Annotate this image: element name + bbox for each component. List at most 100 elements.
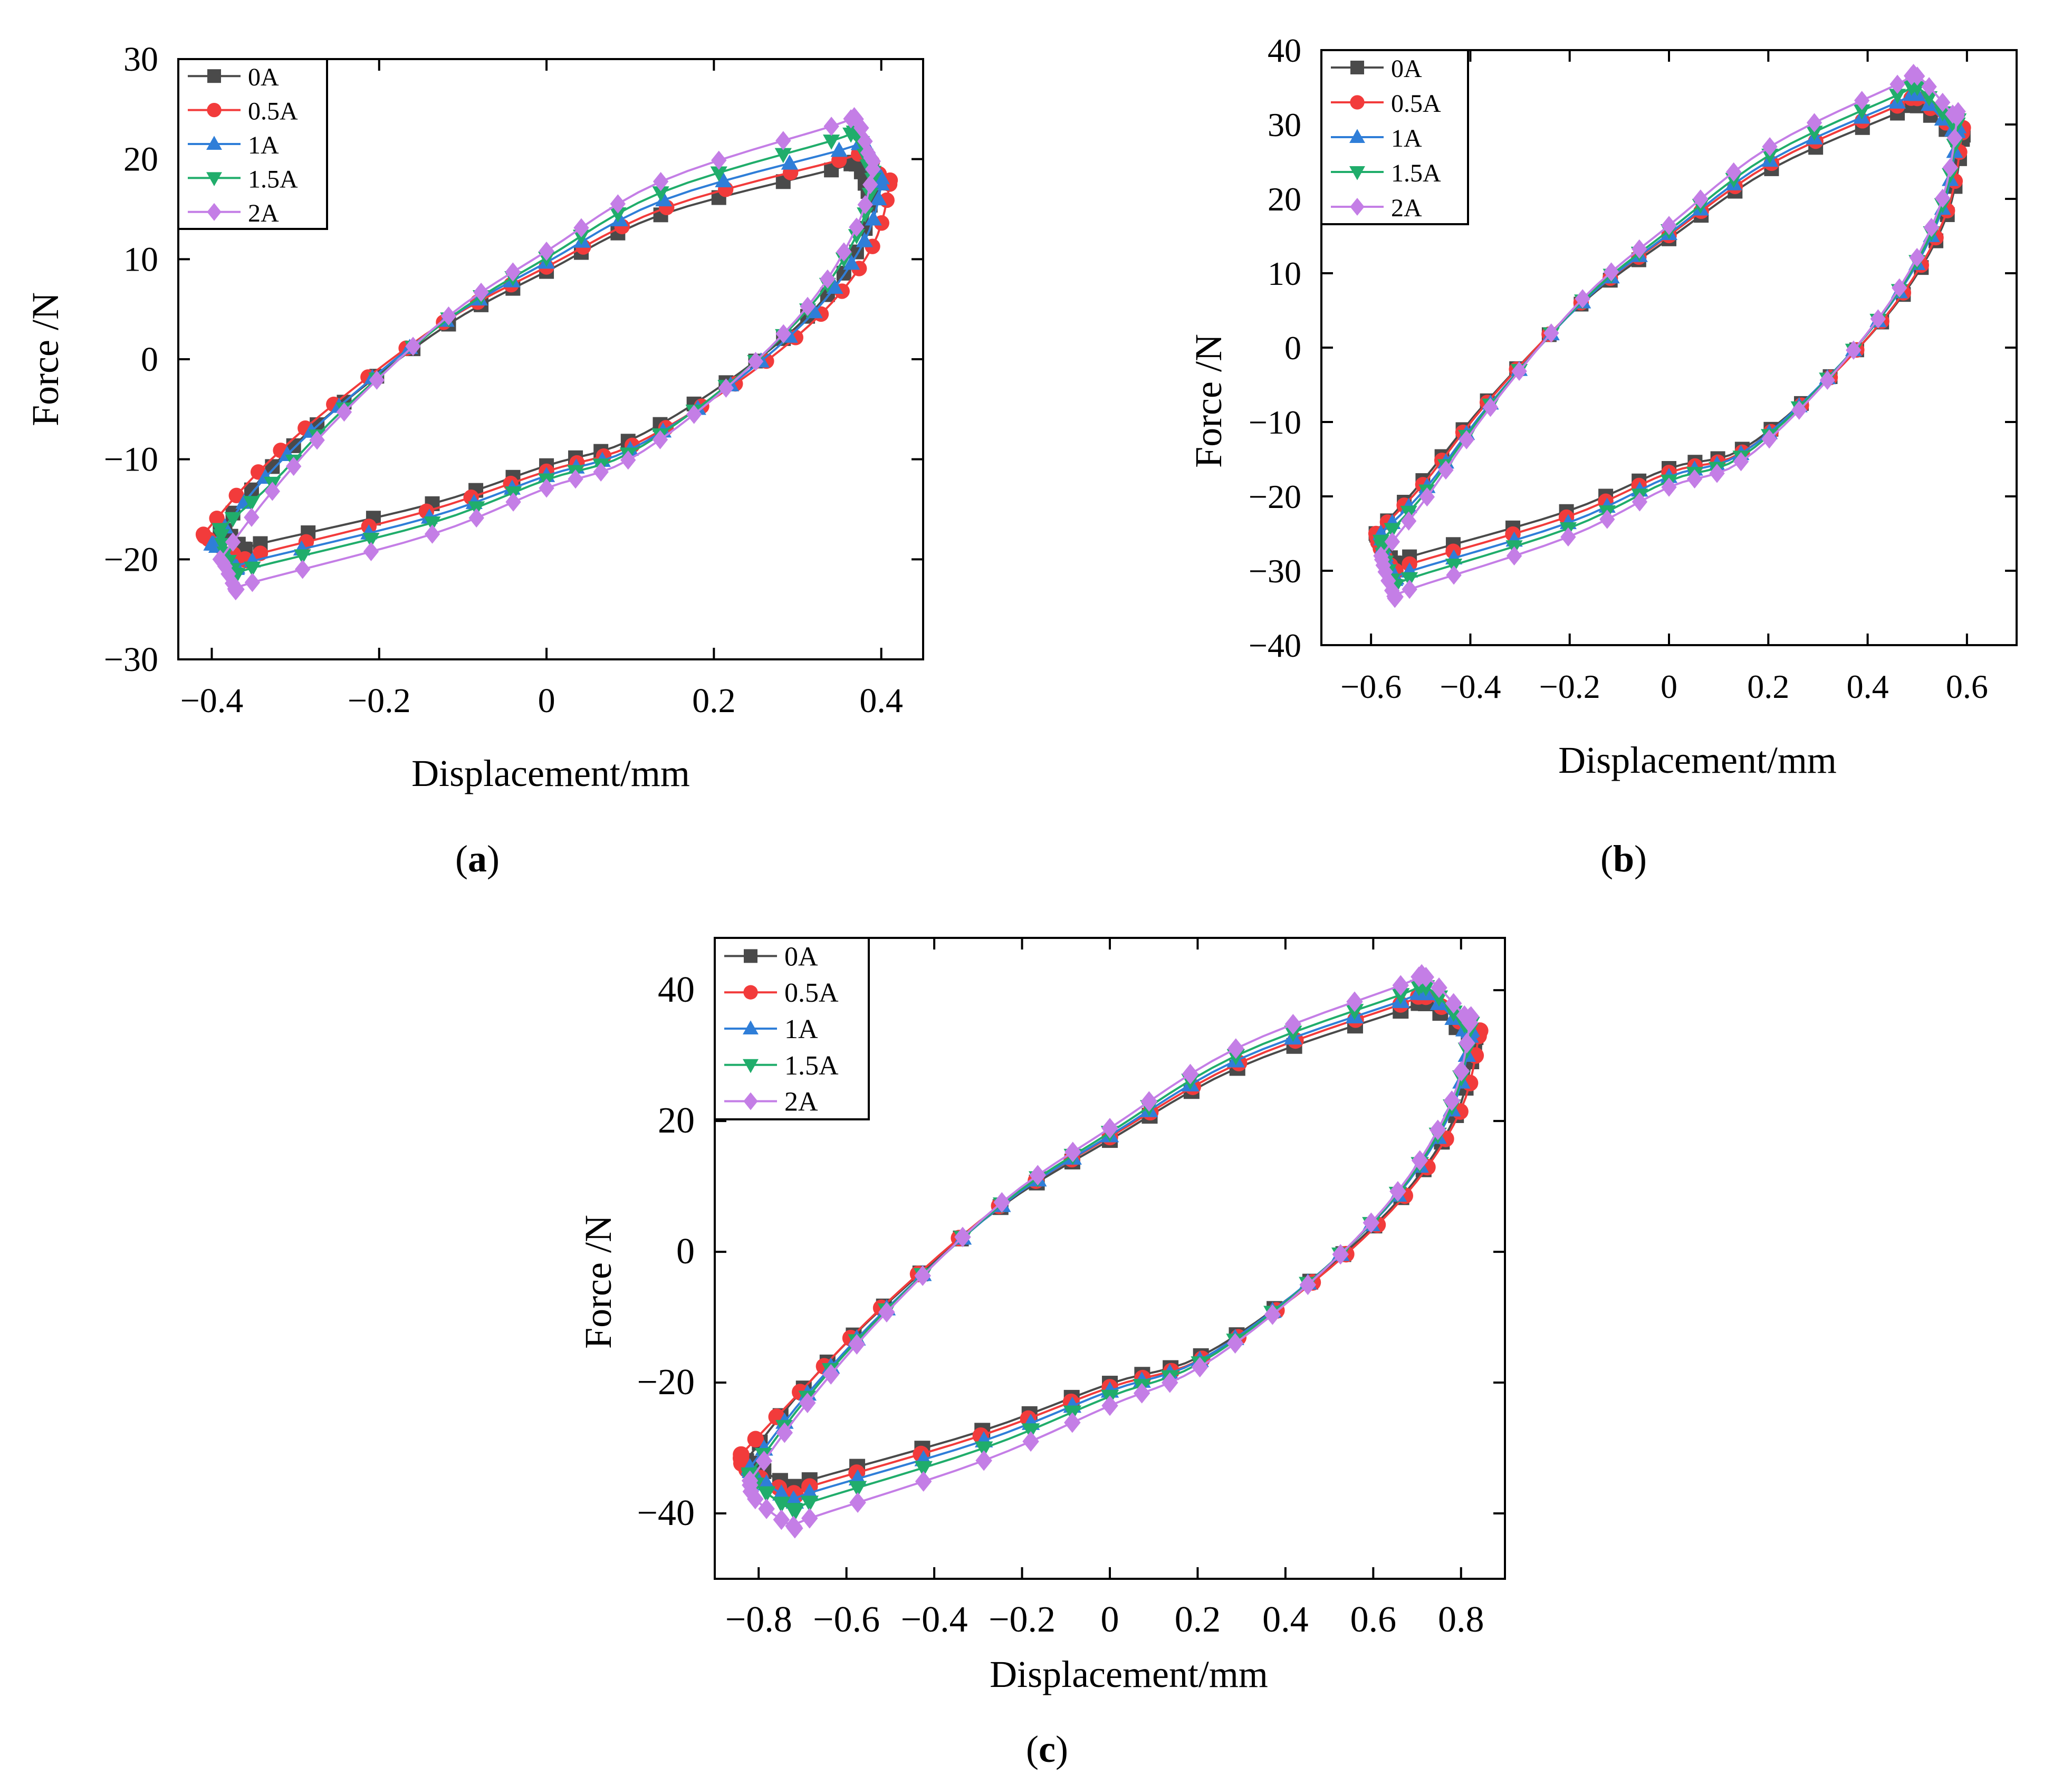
chart-b: −0.6 −0.4 −0.2 0 0.2 0.4 0.6 −40 −30 −20 −10 0 10 20 3… bbox=[1187, 32, 2018, 880]
series-line-1.5A-c bbox=[749, 983, 1472, 1513]
series-line-2A-b bbox=[1380, 72, 1960, 600]
data-point-1.5A-a bbox=[609, 207, 627, 223]
data-point-1.5A-c bbox=[757, 1486, 776, 1503]
data-point-2A-b bbox=[1935, 92, 1951, 112]
legend-a: 0A 0.5A 1A 1.5A 2A bbox=[177, 58, 328, 230]
x-tick-label-a: 0.4 bbox=[859, 682, 903, 720]
data-point-1.5A-a bbox=[823, 135, 840, 150]
data-point-1.5A-c bbox=[784, 1503, 803, 1520]
data-point-1.5A-c bbox=[1392, 988, 1410, 1005]
x-tick-label-b: −0.4 bbox=[1440, 668, 1501, 705]
data-point-2A-c bbox=[742, 1474, 759, 1495]
data-point-2A-b bbox=[1419, 487, 1435, 507]
data-point-2A-a bbox=[505, 262, 521, 282]
data-point-2A-a bbox=[775, 131, 791, 150]
x-axis-label-b: Displacement/mm bbox=[1558, 739, 1837, 781]
data-point-2A-a bbox=[620, 450, 636, 470]
data-point-2A-a bbox=[294, 560, 311, 579]
data-point-0.5A-a bbox=[196, 527, 212, 543]
data-point-0.5A-c bbox=[747, 1431, 764, 1448]
data-point-2A-c bbox=[773, 1509, 790, 1530]
data-point-2A-a bbox=[424, 524, 440, 544]
data-point-2A-c bbox=[1182, 1063, 1199, 1085]
data-point-1.5A-c bbox=[1430, 990, 1449, 1007]
data-point-1.5A-c bbox=[974, 1441, 993, 1458]
data-point-2A-c bbox=[822, 1364, 839, 1385]
y-tick-label-b: 10 bbox=[1268, 255, 1301, 292]
data-point-1A-c bbox=[800, 1483, 819, 1500]
x-tick-label-c: 0.4 bbox=[1262, 1599, 1309, 1640]
data-point-2A-b bbox=[1709, 464, 1725, 483]
data-point-1.5A-a bbox=[244, 561, 261, 577]
data-point-1.5A-a bbox=[652, 186, 669, 202]
data-point-2A-b bbox=[1446, 565, 1462, 585]
series-line-1.5A-b bbox=[1380, 83, 1960, 589]
data-point-2A-a bbox=[539, 241, 554, 261]
data-point-1.5A-a bbox=[213, 529, 230, 544]
data-point-2A-b bbox=[1384, 532, 1400, 552]
legend-c: 0A 0.5A 1A 1.5A 2A bbox=[714, 937, 870, 1120]
x-tick-label-c: −0.6 bbox=[813, 1599, 880, 1640]
panel-letter-c: c bbox=[1039, 1728, 1056, 1770]
data-point-2A-c bbox=[758, 1498, 775, 1519]
grid-ticks-c: −0.8 −0.6 −0.4 −0.2 0 0.2 0.4 0.6 0.8 −40 −20 0 20 40 bbox=[637, 938, 1505, 1640]
data-point-2A-c bbox=[1453, 1061, 1470, 1082]
data-point-2A-c bbox=[848, 1334, 866, 1355]
data-point-2A-c bbox=[1064, 1412, 1081, 1433]
data-point-2A-b bbox=[1923, 217, 1940, 237]
x-tick-label-c: 0.2 bbox=[1175, 1599, 1221, 1640]
data-point-2A-c bbox=[878, 1302, 895, 1323]
data-point-2A-c bbox=[1264, 1304, 1281, 1325]
data-point-2A-b bbox=[1762, 137, 1778, 157]
data-point-2A-b bbox=[1482, 398, 1499, 417]
data-point-2A-b bbox=[1599, 510, 1615, 529]
legend-label-2A-c: 2A bbox=[784, 1087, 818, 1117]
data-point-2A-b bbox=[1889, 74, 1905, 94]
legend-label-1A-a: 1A bbox=[248, 131, 279, 159]
legend-box-a bbox=[177, 58, 328, 230]
data-point-2A-c bbox=[1226, 1333, 1244, 1354]
data-point-1.5A-b bbox=[1908, 81, 1926, 97]
legend-marker-0.5A-a bbox=[207, 102, 222, 118]
data-point-1A-a bbox=[805, 303, 823, 319]
data-point-2A-c bbox=[849, 1492, 866, 1513]
data-point-1.5A-c bbox=[848, 1481, 867, 1498]
data-point-2A-c bbox=[1459, 1033, 1475, 1054]
y-tick-label-b: 40 bbox=[1268, 32, 1301, 69]
data-point-2A-a bbox=[718, 378, 734, 398]
data-point-1.5A-c bbox=[800, 1495, 819, 1512]
data-point-1A-a bbox=[826, 279, 843, 294]
data-point-2A-a bbox=[711, 150, 727, 170]
data-point-2A-a bbox=[473, 282, 489, 302]
y-tick-label-a: 0 bbox=[141, 340, 158, 379]
data-point-2A-a bbox=[369, 370, 385, 390]
data-point-1A-a bbox=[856, 232, 874, 247]
data-point-2A-b bbox=[1892, 278, 1907, 298]
y-tick-label-b: −40 bbox=[1249, 627, 1301, 664]
data-point-2A-b bbox=[1935, 188, 1951, 208]
data-point-2A-b bbox=[1806, 113, 1822, 132]
data-point-2A-b bbox=[1560, 527, 1576, 547]
data-point-2A-c bbox=[785, 1516, 802, 1537]
y-tick-label-a: 30 bbox=[123, 40, 158, 79]
series-line-2A-c bbox=[749, 973, 1472, 1530]
data-point-2A-b bbox=[1761, 429, 1777, 449]
y-tick-label-b: −10 bbox=[1249, 404, 1301, 441]
data-point-2A-b bbox=[1459, 430, 1474, 449]
data-point-2A-b bbox=[1686, 469, 1703, 489]
legend-label-1A-c: 1A bbox=[784, 1014, 818, 1044]
data-point-2A-a bbox=[505, 492, 521, 512]
x-tick-label-c: 0.8 bbox=[1438, 1599, 1484, 1640]
data-point-2A-a bbox=[653, 171, 669, 191]
data-point-2A-b bbox=[1870, 309, 1886, 329]
legend-marker-2A-c bbox=[743, 1092, 758, 1110]
data-point-1.5A-a bbox=[362, 532, 380, 548]
data-point-2A-b bbox=[1693, 189, 1709, 209]
panel-label-a: (a) bbox=[455, 838, 500, 880]
data-point-2A-c bbox=[1140, 1091, 1158, 1112]
data-point-2A-b bbox=[1632, 239, 1647, 259]
y-tick-label-c: 40 bbox=[658, 970, 695, 1010]
legend-b: 0A 0.5A 1A 1.5A 2A bbox=[1320, 49, 1469, 225]
data-point-1.5A-c bbox=[772, 1497, 791, 1513]
